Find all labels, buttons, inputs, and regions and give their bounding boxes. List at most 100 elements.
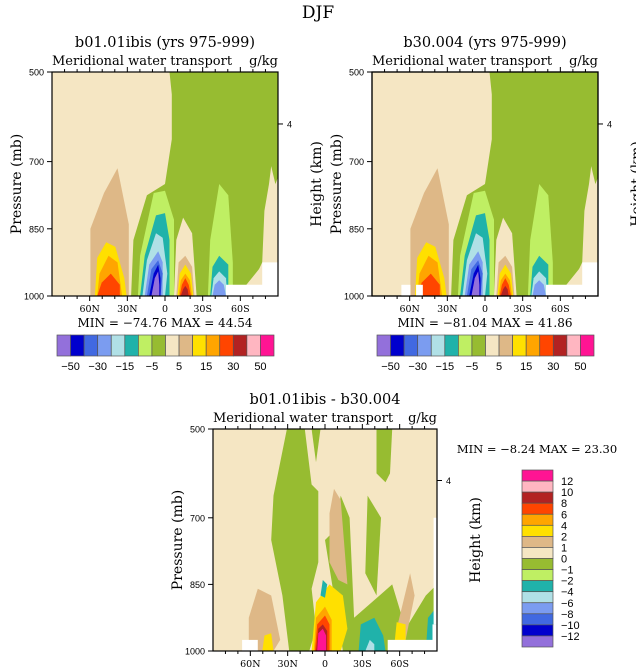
min-max-stats: MIN = −74.76 MAX = 44.54 [78,316,253,330]
colorbar-label: 0 [561,554,567,566]
x-tick-label: 0 [322,659,328,670]
colorbar-box [403,334,419,357]
colorbar-box [124,334,139,357]
colorbar-box [151,334,166,357]
missing-data-mask [401,284,411,296]
colorbar-label: −15 [115,361,134,373]
contour-fill [248,588,281,651]
min-max-stats: MIN = −81.04 MAX = 41.86 [398,316,573,330]
colorbar-label: 30 [227,361,239,373]
y-axis-label: Pressure (mb) [9,134,25,234]
colorbar-box [390,334,405,357]
figure-title: DJF [302,3,334,23]
colorbar-box [485,334,500,357]
colorbar-box [512,334,527,357]
y-axis-right-label: Height (km) [629,141,636,227]
colorbar-box [376,334,391,357]
contour-fill [500,285,509,296]
contour-fill [394,622,406,645]
x-tick-label: 30S [353,659,372,670]
contour-fill [317,628,327,651]
y-tick-label: 1000 [185,647,205,657]
missing-data-mask [433,517,437,625]
panel-difference: 60N 30N 0 30S 60S 500 700 850 1000 4 Pressure (mb)… [170,392,617,670]
colorbar-label: −1 [561,565,574,577]
colorbar-box [458,334,473,357]
x-tick-label: 30S [513,304,532,315]
colorbar-box [521,480,554,493]
colorbar-box [205,334,221,357]
colorbar-box [498,334,513,357]
colorbar-box [430,334,446,357]
contour-fill [320,580,328,598]
colorbar-label: 50 [574,361,586,373]
contour-fill [325,495,437,651]
missing-data-mask [546,262,598,296]
colorbar-label: −12 [561,631,580,643]
x-tick-label: 0 [162,304,168,315]
contour-fill [262,633,274,651]
y-tick-label: 500 [29,68,44,78]
colorbar-label: −30 [88,361,107,373]
missing-data-mask [387,624,437,651]
right-string: g/kg [249,54,278,69]
colorbar-box [417,334,432,357]
y-axis-label: Pressure (mb) [329,134,345,234]
colorbar-box [110,334,126,357]
contour-fill [365,495,381,596]
x-tick-label: 0 [482,304,488,315]
y-axis-right-label: Height (km) [468,497,484,583]
y-axis-right-label: Height (km) [309,141,325,227]
colorbar-label: −5 [466,361,479,373]
y-tick-label: 1000 [344,292,364,302]
colorbar-box [521,602,554,615]
colorbar-box [521,613,554,626]
colorbar-box [260,334,275,357]
colorbar-label: −50 [381,361,400,373]
contour-fill [396,573,415,640]
colorbar-box [97,334,112,357]
colorbar-label: 5 [176,361,182,373]
y-tick-label: 700 [349,157,364,167]
missing-data-mask [416,284,423,296]
colorbar-label: −30 [408,361,427,373]
x-tick-label: 30N [277,659,297,670]
colorbar-box [521,524,554,537]
x-tick-label: 60S [390,659,409,670]
colorbar-box [521,558,554,570]
colorbar-box [539,334,554,357]
left-string: Meridional water transport [372,54,553,69]
contour-fill [311,429,321,463]
panel-title: b30.004 (yrs 975-999) [403,35,566,51]
contour-fill [471,271,480,296]
missing-data-mask [226,262,278,296]
colorbar-label: 15 [200,361,212,373]
right-string: g/kg [569,54,598,69]
y-tick-label: 500 [349,68,364,78]
contour-fill [97,273,120,296]
colorbar-box [525,334,541,357]
y-tick-label: 850 [29,224,44,234]
colorbar-box [192,334,207,357]
colorbar-label: 50 [254,361,266,373]
colorbar-label: 1 [561,542,567,554]
y-tick-label: 850 [190,580,205,590]
x-tick-label: 30S [193,304,212,315]
colorbar-box [521,624,554,637]
contour-fill [212,280,226,296]
colorbar-label: 4 [561,520,567,532]
x-tick-label: 60S [551,304,570,315]
colorbar-box [70,334,85,357]
colorbar-box [138,334,153,357]
y-tick-label: 700 [190,513,205,523]
colorbar-label: 8 [561,498,567,510]
colorbar-box [56,334,71,357]
contour-fill [271,429,319,651]
colorbar-box [83,334,99,357]
contour-fill [532,280,546,296]
x-tick-label: 30N [437,304,457,315]
y-right-tick-label: 4 [287,119,292,129]
y-tick-label: 850 [349,224,364,234]
colorbar-box [521,635,554,648]
colorbar-box [232,334,248,357]
